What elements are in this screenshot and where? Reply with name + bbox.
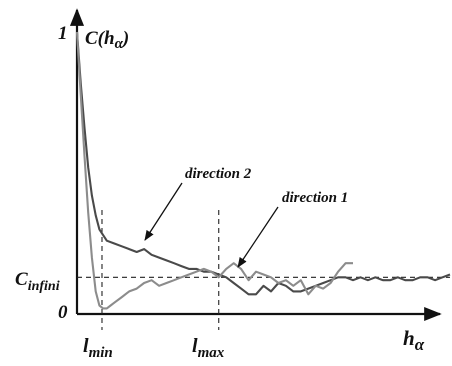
x-mark-label-l-max: lmax (192, 335, 225, 361)
x-axis-title: hα (403, 326, 425, 354)
c-infini-subscript: infini (28, 279, 60, 294)
annotation-direction-1: direction 1 (282, 190, 348, 206)
l-min-subscript: min (89, 345, 113, 361)
y-tick-label-zero: 0 (58, 302, 68, 323)
y-axis-title: C(hα) (85, 28, 129, 52)
c-infini-main: C (15, 269, 28, 290)
annotation-arrow-direction-2 (144, 182, 183, 241)
y-axis-title-main: C(h (85, 28, 115, 49)
x-axis-title-main: h (403, 326, 415, 350)
l-max-subscript: max (198, 345, 225, 361)
y-axis-title-sub: α (115, 36, 124, 52)
y-tick-label-one: 1 (58, 23, 68, 44)
y-axis-title-close: ) (121, 28, 129, 49)
l-min-main: l (83, 335, 89, 357)
series-line-direction-2 (75, 31, 451, 296)
x-axis-title-sub: α (415, 335, 425, 354)
annotation-arrow-direction-1 (237, 206, 279, 268)
y-tick-label-c-infini: Cinfini (15, 269, 60, 294)
l-max-main: l (192, 335, 198, 357)
annotation-direction-2: direction 2 (185, 166, 252, 182)
x-mark-label-l-min: lmin (83, 335, 113, 361)
series-line-direction-1 (75, 31, 353, 310)
